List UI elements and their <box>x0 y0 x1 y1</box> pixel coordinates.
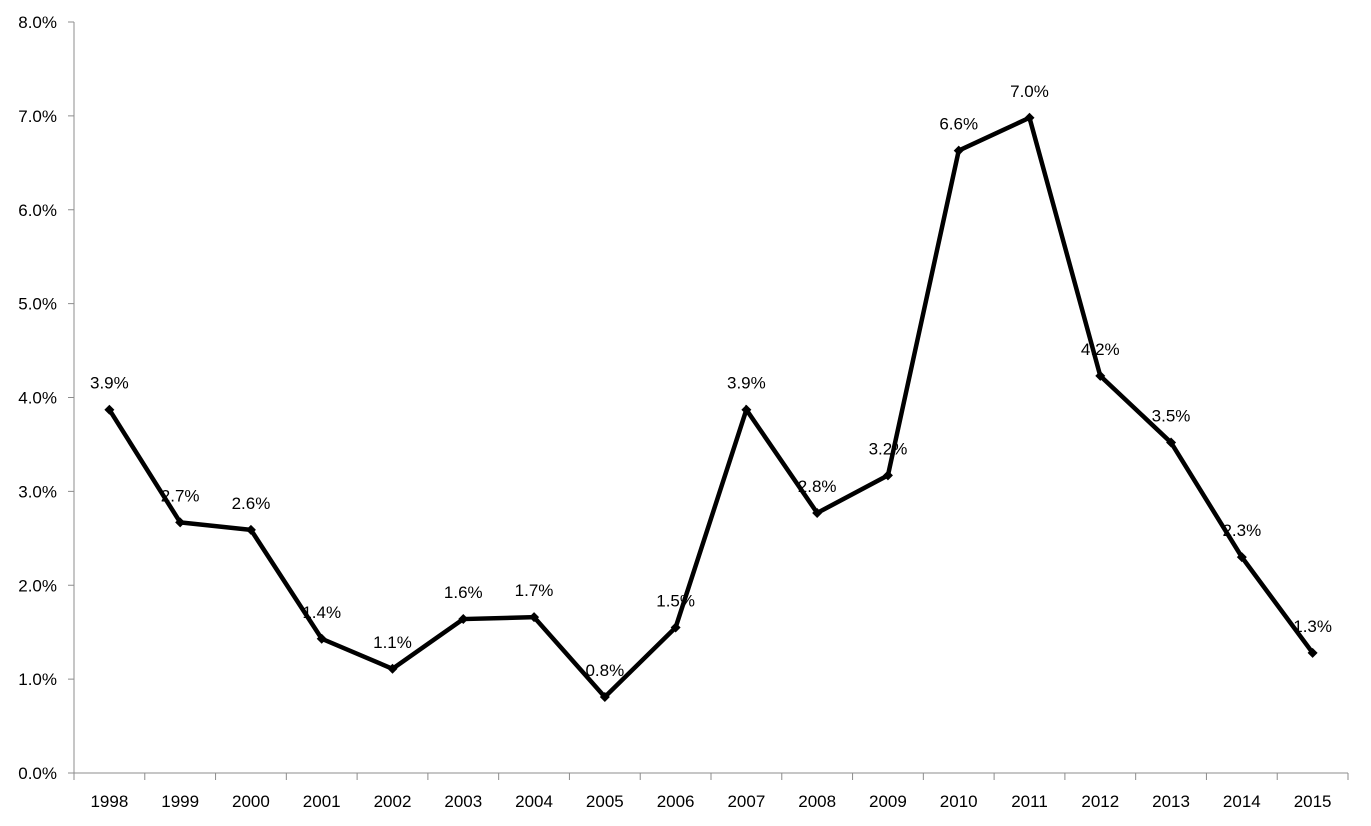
data-point-marker <box>953 145 964 156</box>
y-tick-label: 7.0% <box>18 107 57 126</box>
data-point-marker <box>387 663 398 674</box>
data-point-marker <box>529 612 540 623</box>
data-label: 3.2% <box>869 439 908 458</box>
data-point-marker <box>104 404 115 415</box>
data-label: 2.7% <box>161 486 200 505</box>
data-point-marker <box>1307 647 1318 658</box>
y-tick-label: 1.0% <box>18 670 57 689</box>
y-tick-label: 2.0% <box>18 576 57 595</box>
y-tick-label: 3.0% <box>18 482 57 501</box>
data-point-marker <box>175 517 186 528</box>
data-label: 7.0% <box>1010 82 1049 101</box>
y-tick-label: 5.0% <box>18 295 57 314</box>
x-tick-label: 2005 <box>586 792 624 811</box>
data-point-marker <box>458 614 469 625</box>
x-tick-label: 2012 <box>1081 792 1119 811</box>
y-tick-label: 0.0% <box>18 764 57 783</box>
data-label: 1.7% <box>515 581 554 600</box>
data-label: 2.3% <box>1222 521 1261 540</box>
data-point-marker <box>1024 112 1035 123</box>
data-label: 1.3% <box>1293 617 1332 636</box>
data-label: 2.8% <box>798 477 837 496</box>
x-tick-label: 2010 <box>940 792 978 811</box>
x-tick-label: 2003 <box>444 792 482 811</box>
data-point-marker <box>1095 370 1106 381</box>
data-label: 3.9% <box>727 374 766 393</box>
data-label: 4.2% <box>1081 340 1120 359</box>
y-tick-label: 4.0% <box>18 389 57 408</box>
data-point-marker <box>599 691 610 702</box>
x-tick-label: 2001 <box>303 792 341 811</box>
data-point-marker <box>316 633 327 644</box>
x-tick-label: 2008 <box>798 792 836 811</box>
data-label: 3.5% <box>1152 407 1191 426</box>
data-point-marker <box>245 524 256 535</box>
data-point-marker <box>812 507 823 518</box>
x-tick-label: 2000 <box>232 792 270 811</box>
y-tick-label: 8.0% <box>18 13 57 32</box>
data-label: 0.8% <box>585 661 624 680</box>
x-tick-label: 2006 <box>657 792 695 811</box>
x-tick-label: 2011 <box>1011 792 1048 811</box>
data-point-marker <box>741 404 752 415</box>
x-tick-label: 2009 <box>869 792 907 811</box>
x-tick-label: 2007 <box>727 792 765 811</box>
data-label: 1.1% <box>373 633 412 652</box>
data-label: 1.5% <box>656 591 695 610</box>
series-layer <box>104 112 1318 702</box>
y-tick-label: 6.0% <box>18 201 57 220</box>
x-tick-label: 2002 <box>374 792 412 811</box>
data-label: 6.6% <box>939 115 978 134</box>
series-line <box>107 114 1315 701</box>
x-tick-label: 2015 <box>1294 792 1332 811</box>
x-tick-label: 1999 <box>161 792 199 811</box>
data-point-marker <box>670 622 681 633</box>
data-label: 1.6% <box>444 583 483 602</box>
data-label: 3.9% <box>90 374 129 393</box>
data-point-marker <box>1236 552 1247 563</box>
data-label: 2.6% <box>232 494 271 513</box>
data-point-marker <box>882 470 893 481</box>
data-label: 1.4% <box>302 603 341 622</box>
x-tick-label: 2004 <box>515 792 553 811</box>
x-tick-label: 2013 <box>1152 792 1190 811</box>
axes: 0.0% 1.0% 2.0% 3.0% 4.0% 5.0% 6.0% 7.0% 8.0% 1998… <box>18 13 1349 811</box>
data-labels: 3.9% 2.7% 2.6% 1.4% 1.1% 1.6% 1.7% 0.8% 1.5% 3.9%… <box>90 82 1332 680</box>
x-tick-label: 2014 <box>1223 792 1261 811</box>
data-point-marker <box>1166 437 1177 448</box>
x-tick-label: 1998 <box>90 792 128 811</box>
